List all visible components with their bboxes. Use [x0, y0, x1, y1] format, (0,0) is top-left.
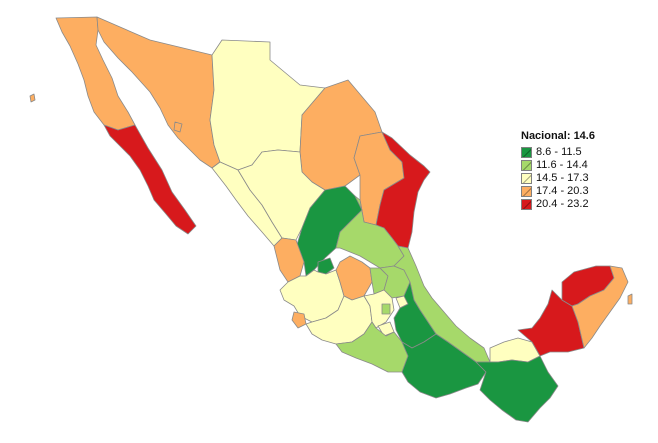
legend-label: 20.4 - 23.2	[536, 197, 589, 210]
state-colima[interactable]	[291, 311, 307, 329]
map-legend: Nacional: 14.6 8.6 - 11.5 11.6 - 14.4 14…	[521, 130, 641, 211]
state-quintana-roo[interactable]	[571, 265, 629, 349]
island-cozumel	[627, 293, 633, 305]
legend-swatch	[521, 159, 532, 171]
legend-label: 17.4 - 20.3	[536, 184, 589, 197]
legend-item: 14.5 - 17.3	[521, 172, 641, 184]
state-nayarit[interactable]	[273, 237, 305, 283]
legend-label: 11.6 - 14.4	[536, 158, 588, 171]
legend-label: 8.6 - 11.5	[536, 145, 582, 158]
state-aguascalientes[interactable]	[317, 257, 335, 275]
legend-swatch	[521, 185, 532, 197]
state-ciudad-de-mexico[interactable]	[381, 303, 391, 315]
legend-item: 11.6 - 14.4	[521, 159, 641, 171]
legend-swatch	[521, 172, 532, 184]
state-estado-de-mexico[interactable]	[363, 289, 395, 329]
legend-title: Nacional: 14.6	[521, 130, 595, 142]
legend-item: 8.6 - 11.5	[521, 146, 641, 158]
state-chiapas[interactable]	[475, 355, 559, 423]
state-oaxaca[interactable]	[401, 333, 487, 399]
legend-item: 17.4 - 20.3	[521, 185, 641, 197]
legend-swatch	[521, 146, 532, 158]
island-tiburon	[173, 121, 183, 133]
legend-swatch	[521, 198, 532, 210]
legend-item: 20.4 - 23.2	[521, 198, 641, 210]
legend-label: 14.5 - 17.3	[536, 171, 589, 184]
state-baja-california-sur[interactable]	[103, 124, 197, 235]
island-cedros	[29, 93, 36, 103]
